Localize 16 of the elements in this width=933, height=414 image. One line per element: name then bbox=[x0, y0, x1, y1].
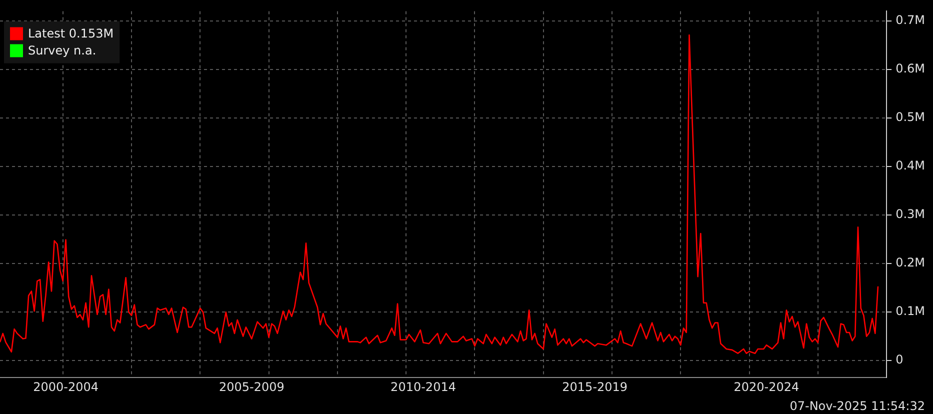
x-tick-label: 2005-2009 bbox=[218, 380, 284, 394]
y-tick-label: 0.6M bbox=[896, 62, 925, 76]
y-tick-label: 0.5M bbox=[896, 110, 925, 124]
x-tick-label: 2020-2024 bbox=[734, 380, 800, 394]
legend-label: Survey n.a. bbox=[28, 43, 96, 58]
y-tick-label: 0.1M bbox=[896, 304, 925, 318]
legend-label: Latest 0.153M bbox=[28, 26, 114, 40]
x-tick-label: 2010-2014 bbox=[390, 380, 456, 394]
x-tick-label: 2000-2004 bbox=[33, 380, 98, 394]
y-tick-label: 0.2M bbox=[896, 256, 925, 270]
text: 07-Nov-2025 11:54:32 bbox=[790, 399, 925, 413]
y-tick-label: 0.7M bbox=[896, 13, 925, 28]
x-tick-label: 2015-2019 bbox=[562, 380, 628, 394]
y-tick-label: 0 bbox=[896, 352, 904, 367]
y-tick-label: 0.4M bbox=[896, 158, 925, 173]
y-tick-label: 0.3M bbox=[896, 207, 925, 222]
